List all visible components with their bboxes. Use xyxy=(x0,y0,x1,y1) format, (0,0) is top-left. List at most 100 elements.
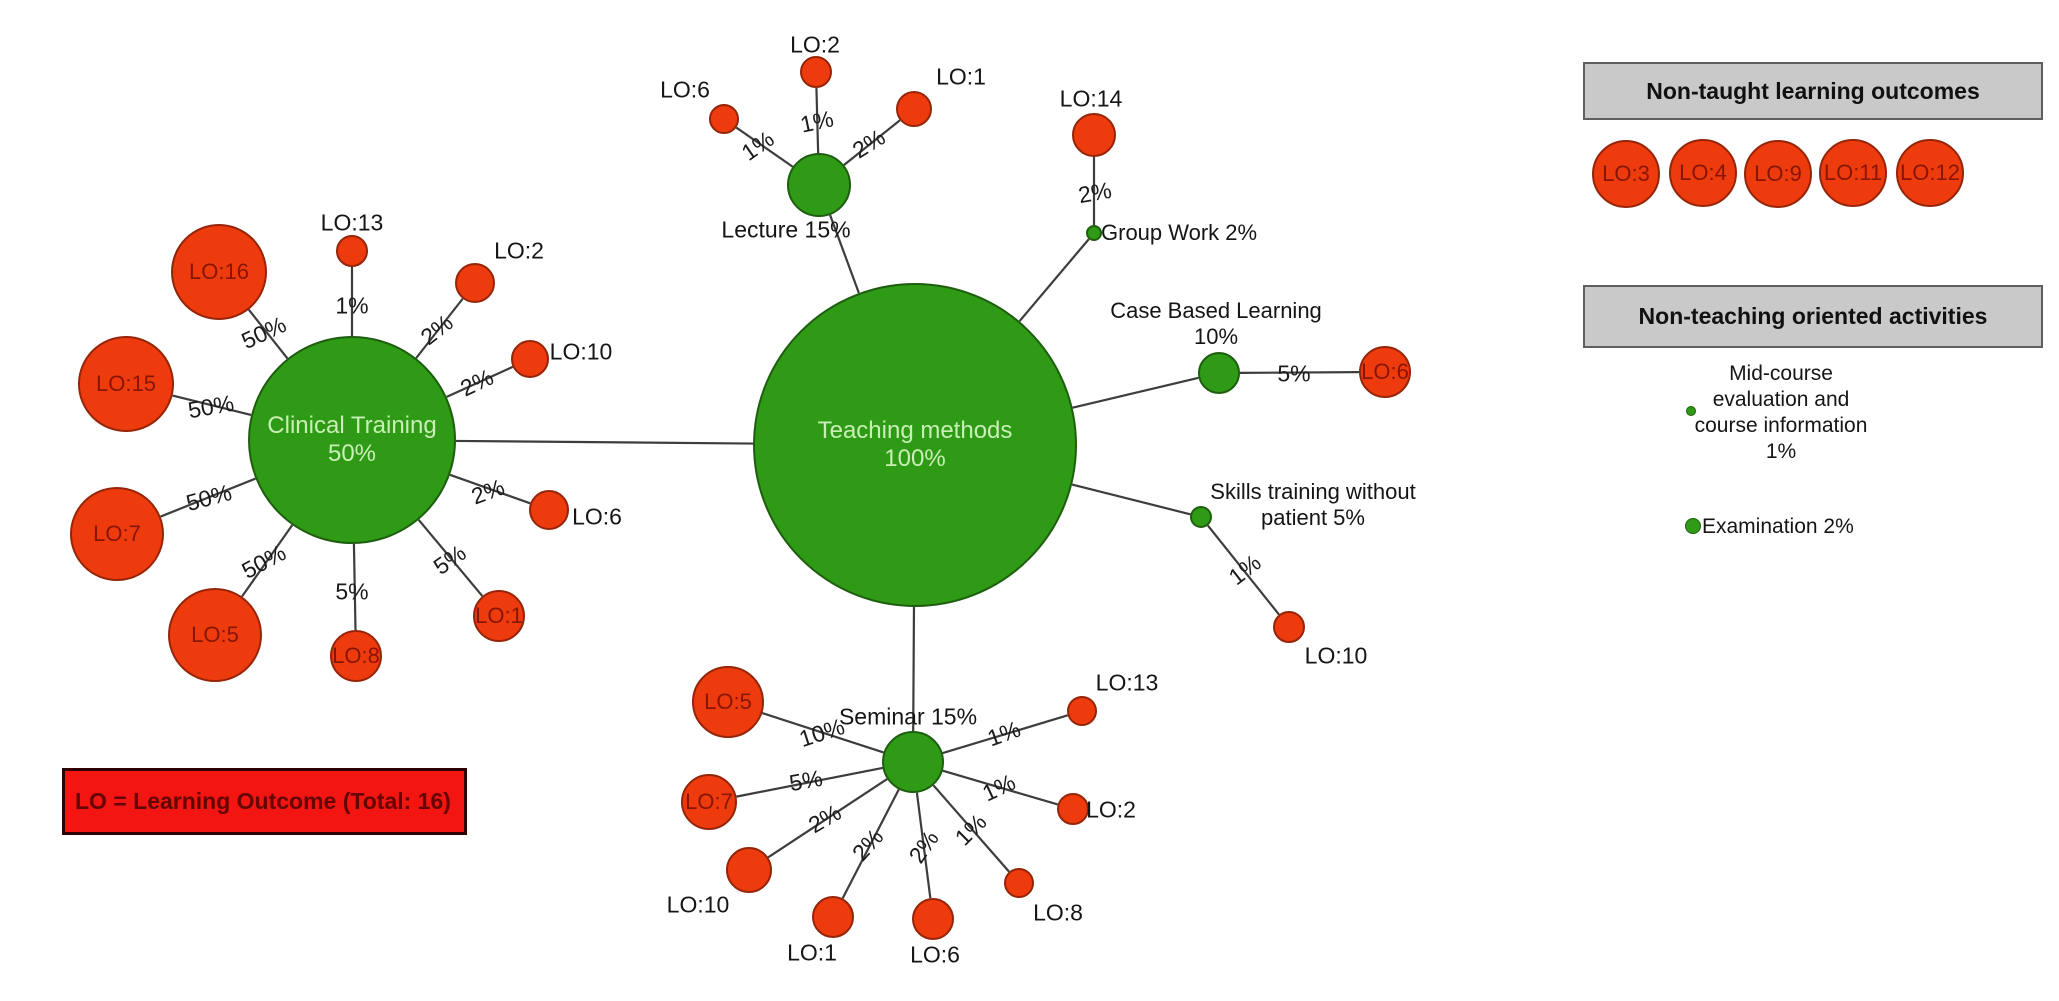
edge-teaching-seminar xyxy=(912,606,916,732)
edge-skills-s10 xyxy=(1207,524,1280,616)
edge-teaching-lecture xyxy=(829,214,860,294)
non-taught-panel-title: Non-taught learning outcomes xyxy=(1646,77,1980,104)
edge-cbl-b6 xyxy=(1239,371,1360,374)
edge-label-clinical-c8: 5% xyxy=(335,578,369,605)
edge-clinical-c15 xyxy=(172,394,252,417)
node-m8 xyxy=(1004,868,1034,898)
node-m10 xyxy=(726,847,772,893)
node-lecture xyxy=(787,153,851,217)
node-c8: LO:8 xyxy=(330,630,382,682)
non-taught-lo-12: LO:12 xyxy=(1896,139,1964,207)
edge-label-cbl-b6: 5% xyxy=(1277,360,1311,387)
edge-lecture-l1 xyxy=(843,119,901,166)
edge-seminar-m6 xyxy=(915,792,932,899)
label-cbl: Case Based Learning 10% xyxy=(1110,298,1322,349)
non-taught-lo-9: LO:9 xyxy=(1744,140,1812,208)
node-l2 xyxy=(800,56,832,88)
label-m8: LO:8 xyxy=(1033,899,1083,926)
label-l14: LO:14 xyxy=(1059,85,1123,112)
node-c2 xyxy=(455,263,495,303)
edge-label-groupwork-l14: 2% xyxy=(1076,176,1114,209)
label-c13: LO:13 xyxy=(320,209,384,236)
edge-clinical-teaching xyxy=(455,439,754,445)
edge-lecture-l6 xyxy=(735,126,794,168)
label-m2: LO:2 xyxy=(1086,796,1136,823)
edge-label-seminar-m7: 5% xyxy=(787,764,825,797)
label-l1: LO:1 xyxy=(936,63,986,90)
non-teaching-panel-header: Non-teaching oriented activities xyxy=(1583,285,2043,348)
edge-seminar-m1 xyxy=(841,789,900,899)
node-c15: LO:15 xyxy=(78,336,174,432)
edge-clinical-c5 xyxy=(241,524,294,598)
node-m2 xyxy=(1057,793,1089,825)
node-c1: LO:1 xyxy=(473,590,525,642)
label-m10: LO:10 xyxy=(666,891,730,918)
node-c6 xyxy=(529,490,569,530)
label-c6: LO:6 xyxy=(572,503,622,530)
edge-label-clinical-c13: 1% xyxy=(335,292,369,319)
node-l6 xyxy=(709,104,739,134)
node-skills xyxy=(1190,506,1212,528)
label-m1: LO:1 xyxy=(787,939,837,966)
legend-box: LO = Learning Outcome (Total: 16) xyxy=(62,768,467,835)
edge-seminar-m8 xyxy=(932,784,1010,873)
label-c10: LO:10 xyxy=(549,338,613,365)
examination-dot xyxy=(1685,518,1701,534)
node-s10 xyxy=(1273,611,1305,643)
label-l6: LO:6 xyxy=(660,76,710,103)
edge-seminar-m2 xyxy=(942,769,1058,806)
mid-course-evaluation-dot xyxy=(1686,406,1696,416)
node-cbl xyxy=(1198,352,1240,394)
non-taught-lo-3: LO:3 xyxy=(1592,140,1660,208)
examination-label: Examination 2% xyxy=(1702,514,1854,538)
node-m1 xyxy=(812,896,854,938)
node-c13 xyxy=(336,235,368,267)
non-taught-panel-header: Non-taught learning outcomes xyxy=(1583,62,2043,120)
node-m5: LO:5 xyxy=(692,666,764,738)
label-l2: LO:2 xyxy=(790,31,840,58)
edge-clinical-c6 xyxy=(449,473,531,505)
label-c2: LO:2 xyxy=(494,237,544,264)
node-seminar xyxy=(882,731,944,793)
node-groupwork xyxy=(1086,225,1102,241)
node-c10 xyxy=(511,340,549,378)
node-c5: LO:5 xyxy=(168,588,262,682)
edge-clinical-c2 xyxy=(415,298,464,359)
edge-seminar-m5 xyxy=(761,712,884,754)
node-m13 xyxy=(1067,696,1097,726)
edge-teaching-skills xyxy=(1071,483,1191,516)
label-m6: LO:6 xyxy=(910,941,960,968)
node-l1 xyxy=(896,91,932,127)
edge-clinical-c1 xyxy=(417,519,484,597)
edge-seminar-m10 xyxy=(767,778,888,859)
edge-lecture-l2 xyxy=(815,87,820,154)
edge-clinical-c8 xyxy=(352,543,357,631)
edge-teaching-groupwork xyxy=(1018,238,1090,322)
label-groupwork: Group Work 2% xyxy=(1101,220,1258,246)
edge-seminar-m13 xyxy=(942,714,1068,755)
node-clinical: Clinical Training 50% xyxy=(248,336,456,544)
node-m7: LO:7 xyxy=(681,774,737,830)
edge-clinical-c10 xyxy=(446,365,514,398)
mid-course-evaluation-label: Mid-course evaluation and course informa… xyxy=(1694,361,1868,464)
non-taught-lo-11: LO:11 xyxy=(1819,139,1887,207)
edge-teaching-cbl xyxy=(1072,376,1199,409)
legend-label: LO = Learning Outcome (Total: 16) xyxy=(75,788,451,814)
label-seminar: Seminar 15% xyxy=(838,703,978,730)
edge-clinical-c7 xyxy=(160,477,256,518)
non-taught-lo-4: LO:4 xyxy=(1669,139,1737,207)
label-m13: LO:13 xyxy=(1095,669,1159,696)
node-b6: LO:6 xyxy=(1359,346,1411,398)
node-teaching: Teaching methods 100% xyxy=(753,283,1077,607)
label-skills: Skills training without patient 5% xyxy=(1210,479,1416,530)
node-c7: LO:7 xyxy=(70,487,164,581)
edge-clinical-c16 xyxy=(247,308,289,360)
node-l14 xyxy=(1072,113,1116,157)
label-lecture: Lecture 15% xyxy=(721,216,851,243)
label-s10: LO:10 xyxy=(1304,642,1368,669)
node-m6 xyxy=(912,898,954,940)
node-c16: LO:16 xyxy=(171,224,267,320)
edge-seminar-m7 xyxy=(736,766,883,798)
